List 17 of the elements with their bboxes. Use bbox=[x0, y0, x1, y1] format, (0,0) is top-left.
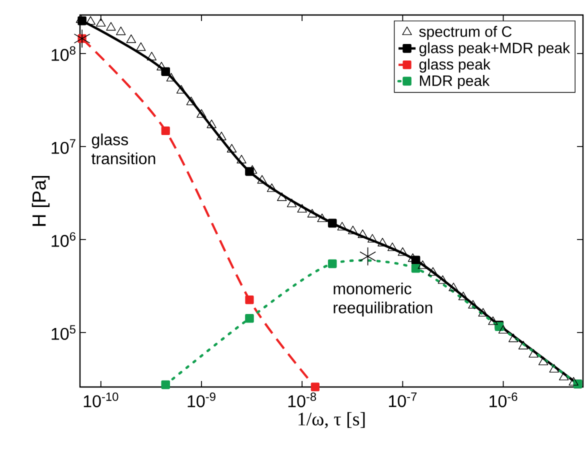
legend-label: spectrum of C bbox=[419, 26, 512, 40]
y-tick-label: 10$^{8}$ bbox=[52, 46, 76, 61]
legend-label: glass peak bbox=[419, 58, 490, 73]
legend-label: MDR peak bbox=[420, 75, 490, 89]
x-tick-label: 10$^{-9}$ bbox=[188, 392, 216, 408]
x-axis-title: 1/ω, τ [s] bbox=[298, 412, 365, 428]
y-tick-label: 10$^{5}$ bbox=[52, 325, 76, 340]
annotation: glass transition bbox=[91, 134, 156, 164]
x-tick-label: 10$^{-10}$ bbox=[84, 392, 118, 408]
x-tick-label: 10$^{-6}$ bbox=[490, 392, 518, 408]
y-tick-label: 10$^{6}$ bbox=[52, 232, 76, 247]
annotation: monomeric reequilibration bbox=[334, 282, 432, 317]
y-axis-title: H [Pa] bbox=[32, 176, 50, 226]
legend-label: glass peak+MDR peak bbox=[419, 42, 570, 56]
y-tick-label: 10$^{7}$ bbox=[52, 139, 76, 154]
x-tick-label: 10$^{-7}$ bbox=[388, 392, 417, 408]
x-tick-label: 10$^{-8}$ bbox=[288, 392, 316, 408]
